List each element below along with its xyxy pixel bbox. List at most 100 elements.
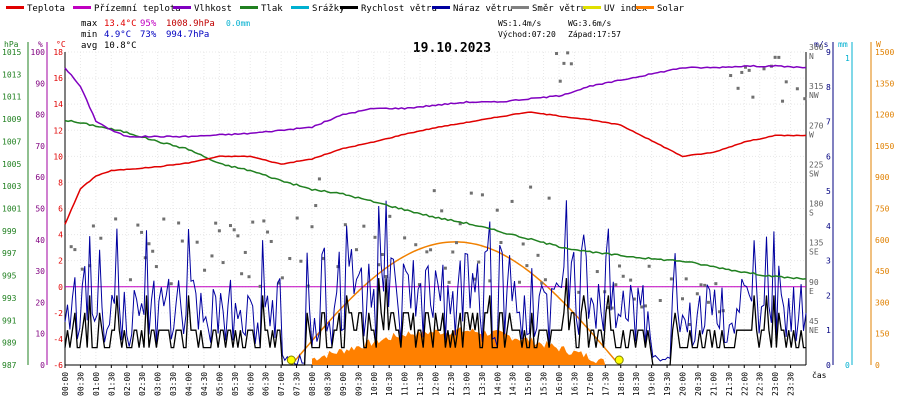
hpa-tick-label: 989	[2, 339, 17, 348]
wind-direction-point	[540, 281, 544, 285]
wind-direction-point	[510, 199, 514, 203]
wind-direction-point	[555, 52, 559, 56]
wind-direction-point	[703, 283, 707, 287]
wind-direction-point	[795, 87, 799, 91]
wind-direction-point	[317, 177, 321, 181]
wind-direction-point	[195, 240, 199, 244]
direction-tick-label: 135	[809, 239, 824, 248]
wind-direction-point	[432, 189, 436, 193]
time-tick-label: 15:30	[540, 372, 549, 396]
w-tick-label: 750	[875, 205, 890, 214]
wind-direction-point	[536, 253, 540, 257]
wind-direction-point	[695, 292, 699, 296]
wind-direction-point	[154, 265, 158, 269]
percent-tick-label: 20	[35, 298, 45, 307]
legend-swatch	[583, 6, 601, 9]
legend-swatch	[636, 6, 654, 9]
time-tick-label: 23:00	[771, 372, 780, 396]
wind-direction-point	[688, 322, 692, 326]
ms-tick-label: 7	[826, 118, 831, 127]
humidity-line	[64, 64, 807, 138]
stats-max-temp: 13.4°C	[104, 19, 137, 29]
wind-direction-point	[236, 234, 240, 238]
ms-axis-label: m/s	[814, 40, 829, 49]
legend-swatch	[73, 6, 91, 9]
direction-tick-label: S	[809, 209, 814, 218]
wind-direction-point	[280, 276, 284, 280]
stats-sunset: Západ:17:57	[568, 30, 621, 39]
time-tick-label: 03:00	[154, 372, 163, 396]
wind-direction-point	[214, 221, 218, 225]
wind-direction-point	[228, 224, 232, 228]
wind-direction-point	[618, 264, 622, 268]
temperature-line	[64, 111, 807, 225]
percent-tick-label: 0	[40, 361, 45, 370]
wind-direction-point	[443, 266, 447, 270]
time-tick-label: 19:00	[648, 372, 657, 396]
time-tick-label: 16:00	[555, 372, 564, 396]
wind-direction-point	[529, 185, 533, 189]
wind-direction-point	[558, 79, 562, 83]
w-tick-label: 1200	[875, 111, 894, 120]
wind-direction-point	[706, 300, 710, 304]
wind-direction-point	[429, 248, 433, 252]
percent-tick-label: 60	[35, 173, 45, 182]
time-tick-label: 05:30	[231, 372, 240, 396]
time-tick-label: 20:00	[679, 372, 688, 396]
percent-tick-label: 100	[31, 48, 46, 57]
direction-tick-label: 315	[809, 82, 824, 91]
direction-tick-label: NW	[809, 91, 819, 100]
time-axis-label: čas	[812, 370, 827, 380]
time-tick-label: 14:00	[493, 372, 502, 396]
stats-wg: WG:3.6m/s	[568, 19, 612, 28]
ms-tick-label: 8	[826, 83, 831, 92]
celsius-tick-label: -4	[53, 335, 63, 344]
time-tick-label: 06:30	[262, 372, 271, 396]
w-tick-label: 900	[875, 173, 890, 182]
wind-direction-point	[729, 74, 733, 78]
ms-tick-label: 0	[826, 361, 831, 370]
wind-direction-point	[569, 62, 573, 66]
w-tick-label: 1050	[875, 142, 894, 151]
wind-direction-point	[384, 275, 388, 279]
ms-tick-label: 4	[826, 222, 831, 231]
celsius-tick-label: 8	[58, 178, 63, 187]
w-tick-label: 1500	[875, 48, 894, 57]
wind-direction-point	[669, 277, 673, 281]
time-tick-label: 17:00	[586, 372, 595, 396]
wind-direction-point	[781, 99, 785, 103]
wind-direction-point	[262, 219, 266, 223]
time-tick-label: 06:00	[246, 372, 255, 396]
wind-direction-point	[414, 243, 418, 247]
time-tick-label: 09:30	[354, 372, 363, 396]
wind-direction-point	[180, 239, 184, 243]
wind-direction-point	[343, 223, 347, 227]
time-tick-label: 21:00	[709, 372, 718, 396]
ms-tick-label: 6	[826, 152, 831, 161]
hpa-tick-label: 1015	[2, 48, 21, 57]
time-tick-label: 16:30	[570, 372, 579, 396]
time-tick-label: 13:00	[462, 372, 471, 396]
wind-direction-point	[643, 304, 647, 308]
wind-direction-point	[773, 55, 777, 59]
time-tick-label: 20:30	[694, 372, 703, 396]
wind-direction-point	[595, 270, 599, 274]
wind-direction-point	[203, 268, 207, 272]
wind-direction-point	[314, 204, 318, 208]
celsius-tick-label: 12	[53, 126, 63, 135]
plot-area	[64, 51, 807, 366]
wind-direction-point	[88, 264, 92, 268]
celsius-tick-label: 6	[58, 205, 63, 214]
wind-direction-point	[477, 260, 481, 264]
legend-swatch	[291, 6, 309, 9]
wind-direction-point	[499, 240, 503, 244]
wind-direction-point	[614, 283, 618, 287]
wind-direction-point	[269, 239, 273, 243]
wind-direction-point	[69, 245, 73, 249]
legend-label: Vlhkost	[194, 4, 232, 14]
legend-swatch	[340, 6, 358, 9]
wind-direction-point	[577, 290, 581, 294]
wind-direction-point	[440, 209, 444, 213]
wind-direction-point	[517, 280, 521, 284]
